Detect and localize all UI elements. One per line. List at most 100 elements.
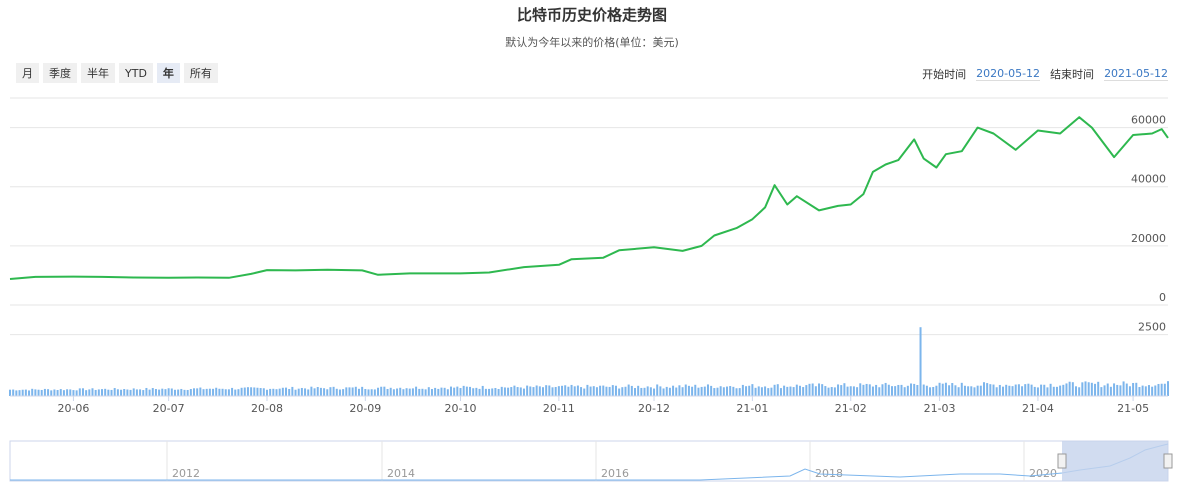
volume-bar	[415, 386, 418, 396]
range-button-month[interactable]: 月	[16, 63, 39, 83]
volume-bar	[1106, 383, 1109, 396]
volume-bar	[361, 386, 364, 396]
volume-bar	[1144, 386, 1147, 396]
volume-bar	[900, 384, 903, 396]
volume-bar	[240, 387, 243, 396]
navigator-tick-label: 2020	[1029, 467, 1057, 480]
volume-bar	[151, 388, 154, 396]
end-date-input[interactable]: 2021-05-12	[1104, 67, 1168, 81]
range-button-ytd[interactable]: YTD	[119, 63, 153, 83]
volume-bar	[1008, 385, 1011, 396]
volume-bar	[12, 389, 15, 396]
volume-bar	[992, 384, 995, 396]
volume-bar	[69, 389, 72, 396]
range-button-all[interactable]: 所有	[183, 63, 218, 83]
volume-bar	[700, 386, 703, 396]
range-button-half-year[interactable]: 半年	[81, 63, 115, 83]
volume-bar	[135, 389, 138, 396]
volume-bar	[129, 389, 132, 396]
volume-bar	[678, 385, 681, 396]
volume-bar	[66, 389, 69, 396]
volume-bar	[262, 388, 265, 396]
volume-bar	[370, 389, 373, 396]
volume-bar	[818, 383, 821, 396]
volume-bar	[139, 389, 142, 396]
volume-bar	[859, 383, 862, 396]
volume-bar	[919, 327, 922, 396]
volume-bar	[776, 384, 779, 396]
volume-bar	[913, 383, 916, 396]
volume-bar	[887, 384, 890, 396]
volume-bar	[868, 384, 871, 396]
navigator-handle[interactable]	[1163, 453, 1173, 469]
volume-bar	[783, 385, 786, 396]
volume-bar	[510, 387, 513, 396]
volume-bar	[830, 387, 833, 396]
volume-bar	[167, 388, 170, 396]
volume-bar	[453, 387, 456, 396]
volume-bar	[548, 385, 551, 396]
volume-bar	[177, 389, 180, 396]
price-line-series	[9, 116, 1169, 280]
volume-bar	[1040, 384, 1043, 396]
volume-bar	[824, 386, 827, 396]
volume-bar	[85, 390, 88, 396]
volume-bar	[935, 385, 938, 396]
volume-bar	[345, 387, 348, 396]
volume-bar	[668, 387, 671, 396]
volume-bar	[1113, 383, 1116, 396]
volume-bar	[484, 388, 487, 396]
volume-bar	[865, 383, 868, 396]
volume-bar	[871, 386, 874, 396]
volume-bar	[123, 389, 126, 396]
volume-bar	[256, 387, 259, 396]
volume-bar	[1049, 383, 1052, 396]
volume-bar	[611, 385, 614, 396]
volume-bar	[189, 389, 192, 396]
x-tick-label: 21-03	[924, 402, 956, 415]
volume-bar	[424, 389, 427, 396]
volume-bar	[1030, 384, 1033, 396]
volume-tick-label: 2500	[1138, 321, 1166, 334]
volume-bar	[354, 386, 357, 396]
volume-bar	[602, 385, 605, 396]
volume-bar	[215, 387, 218, 396]
volume-bar	[338, 389, 341, 396]
x-tick-label: 20-11	[543, 402, 575, 415]
range-button-year[interactable]: 年	[156, 63, 180, 83]
volume-bar	[47, 389, 50, 396]
volume-bar	[212, 388, 215, 396]
volume-bar	[745, 386, 748, 396]
volume-bar	[916, 385, 919, 396]
volume-bar	[1097, 381, 1100, 396]
volume-bar	[389, 387, 392, 396]
range-button-quarter[interactable]: 季度	[43, 63, 77, 83]
volume-bar	[583, 388, 586, 396]
volume-bar	[243, 387, 246, 396]
volume-bar	[1135, 382, 1138, 396]
start-date-input[interactable]: 2020-05-12	[976, 67, 1041, 81]
volume-bar	[193, 388, 196, 396]
x-tick-label: 20-12	[638, 402, 670, 415]
volume-bar	[535, 385, 538, 396]
volume-bar	[440, 387, 443, 396]
chart-title: 比特币历史价格走势图	[516, 6, 667, 24]
volume-bar	[1081, 382, 1084, 396]
volume-bar	[40, 389, 43, 396]
volume-bar	[665, 386, 668, 396]
volume-bar	[34, 389, 37, 396]
volume-bar	[554, 386, 557, 396]
volume-bar	[722, 387, 725, 396]
volume-bar	[351, 387, 354, 396]
volume-bar	[634, 388, 637, 396]
volume-bar	[675, 387, 678, 396]
volume-bar	[694, 384, 697, 396]
volume-bar	[1087, 382, 1090, 396]
volume-bar	[1128, 386, 1131, 396]
volume-bar	[570, 384, 573, 396]
volume-bar	[989, 384, 992, 396]
navigator-handle[interactable]	[1057, 453, 1067, 469]
volume-bar	[500, 386, 503, 396]
x-tick-label: 20-06	[57, 402, 89, 415]
